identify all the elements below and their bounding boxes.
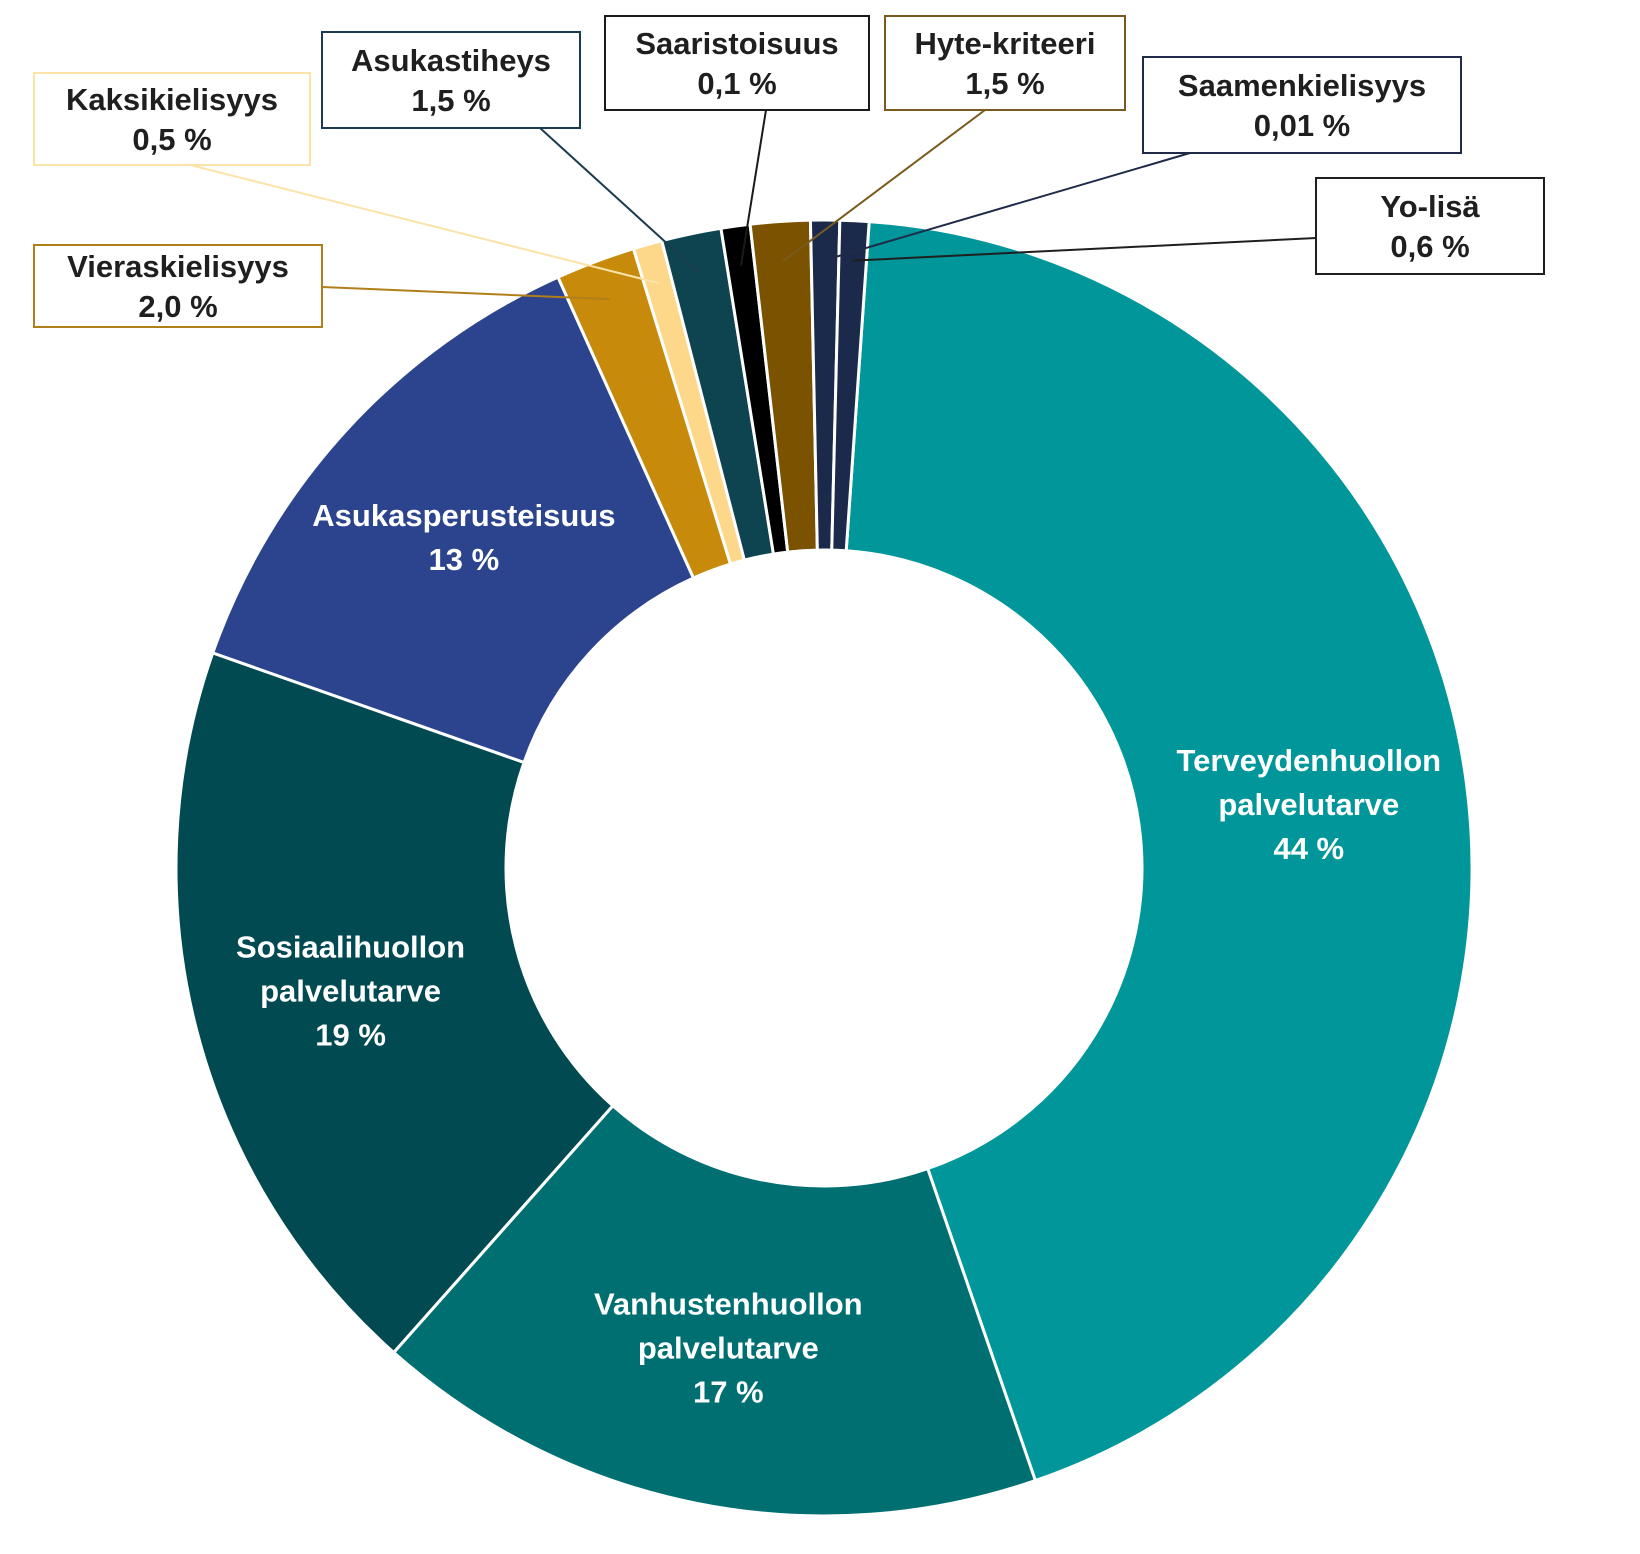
slice-label-vanhustenhuollon-palvelutarve: Vanhustenhuollon palvelutarve 17 % — [594, 1287, 863, 1410]
callout-label-vieraskielisyys: Vieraskielisyys 2,0 % — [67, 249, 289, 324]
callout-box-yo-lisa — [1315, 177, 1545, 275]
slice-label-line: palvelutarve — [260, 973, 441, 1008]
callout-label-line: 2,0 % — [138, 289, 217, 324]
callout-saamenkielisyys: Saamenkielisyys 0,01 % — [1142, 56, 1462, 154]
leader-line-kaksikielisyys — [189, 164, 659, 284]
callout-label-line: Hyte-kriteeri — [915, 26, 1096, 61]
callout-label-line: Kaksikielisyys — [66, 82, 278, 117]
slice-label-line: Sosiaalihuollon — [236, 929, 465, 964]
callout-kaksikielisyys: Kaksikielisyys 0,5 % — [33, 72, 311, 166]
callout-box-vieraskielisyys — [33, 244, 323, 328]
callout-label-line: Asukastiheys — [351, 43, 551, 78]
callout-label-line: Saamenkielisyys — [1178, 68, 1426, 103]
slice-label-line: 17 % — [693, 1375, 764, 1410]
callout-box-saamenkielisyys — [1142, 56, 1462, 154]
callouts-layer: Vieraskielisyys 2,0 % Kaksikielisyys 0,5 % A… — [33, 15, 1545, 328]
leader-line-saamenkielisyys — [824, 152, 1191, 261]
callout-box-hyte-kriteeri — [884, 15, 1126, 111]
callout-label-saaristoisuus: Saaristoisuus 0,1 % — [635, 26, 838, 101]
callout-label-line: Yo-lisä — [1380, 189, 1480, 224]
slice-label-line: palvelutarve — [638, 1331, 819, 1366]
slice-vanhustenhuollon-palvelutarve — [391, 1103, 1038, 1518]
callout-label-line: 0,5 % — [132, 122, 211, 157]
callout-label-saamenkielisyys: Saamenkielisyys 0,01 % — [1178, 68, 1426, 143]
callout-label-hyte-kriteeri: Hyte-kriteeri 1,5 % — [915, 26, 1096, 101]
callout-box-kaksikielisyys — [33, 72, 311, 166]
leader-line-vieraskielisyys — [321, 286, 610, 301]
callout-yo-lisa: Yo-lisä 0,6 % — [1315, 177, 1545, 275]
slice-label-line: 13 % — [429, 542, 500, 577]
slice-label-line: 19 % — [315, 1017, 386, 1052]
callout-label-line: 0,1 % — [697, 66, 776, 101]
callout-vieraskielisyys: Vieraskielisyys 2,0 % — [33, 244, 323, 328]
slice-yo-lisa — [830, 218, 871, 553]
callout-hyte-kriteeri: Hyte-kriteeri 1,5 % — [884, 15, 1126, 111]
slice-asukasperusteisuus — [210, 275, 696, 765]
callout-box-asukastiheys — [321, 31, 581, 129]
slice-label-line: 44 % — [1273, 831, 1344, 866]
callout-asukastiheys: Asukastiheys 1,5 % — [321, 31, 581, 129]
callout-label-line: 0,6 % — [1390, 229, 1469, 264]
callout-label-line: Saaristoisuus — [635, 26, 838, 61]
slice-label-line: Asukasperusteisuus — [312, 498, 615, 533]
callout-label-yo-lisa: Yo-lisä 0,6 % — [1380, 189, 1480, 264]
leader-lines-layer — [189, 109, 1317, 301]
slice-labels-layer: Terveydenhuollon palvelutarve 44 % Vanhuste… — [236, 498, 1441, 1409]
slice-sosiaalihuollon-palvelutarve — [174, 650, 615, 1355]
slice-label-sosiaalihuollon-palvelutarve: Sosiaalihuollon palvelutarve 19 % — [236, 929, 465, 1052]
slice-label-asukasperusteisuus: Asukasperusteisuus 13 % — [312, 498, 615, 577]
callout-label-line: 0,01 % — [1254, 108, 1351, 143]
callout-label-kaksikielisyys: Kaksikielisyys 0,5 % — [66, 82, 278, 157]
slice-label-line: Terveydenhuollon — [1176, 743, 1441, 778]
leader-line-saaristoisuus — [739, 109, 767, 266]
slice-label-terveydenhuollon-palvelutarve: Terveydenhuollon palvelutarve 44 % — [1176, 743, 1441, 866]
slices-layer — [174, 218, 1474, 1518]
callout-box-saaristoisuus — [604, 15, 870, 111]
leader-line-asukastiheys — [539, 127, 701, 274]
callout-label-line: 1,5 % — [411, 83, 490, 118]
callout-label-asukastiheys: Asukastiheys 1,5 % — [351, 43, 551, 118]
slice-label-line: Vanhustenhuollon — [594, 1287, 863, 1322]
callout-saaristoisuus: Saaristoisuus 0,1 % — [604, 15, 870, 111]
leader-line-yo-lisa — [852, 237, 1317, 262]
callout-label-line: Vieraskielisyys — [67, 249, 289, 284]
leader-line-hyte-kriteeri — [782, 109, 986, 263]
slice-terveydenhuollon-palvelutarve — [844, 219, 1474, 1483]
callout-label-line: 1,5 % — [965, 66, 1044, 101]
slice-label-line: palvelutarve — [1218, 787, 1399, 822]
